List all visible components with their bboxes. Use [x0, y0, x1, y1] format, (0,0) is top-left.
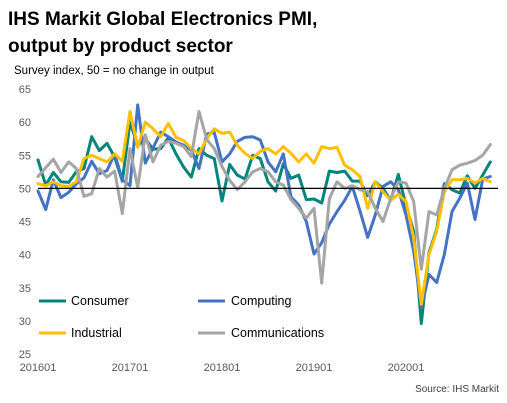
y-tick-label-55: 55	[19, 150, 31, 162]
y-tick-label-35: 35	[19, 283, 31, 295]
series-line-communications	[36, 110, 492, 285]
series-lines	[36, 103, 492, 325]
y-tick-label-30: 30	[19, 316, 31, 328]
legend-label-computing: Computing	[231, 294, 291, 308]
y-tick-label-25: 25	[19, 349, 31, 361]
y-tick-label-45: 45	[19, 217, 31, 229]
series-line-computing	[36, 103, 492, 310]
y-axis-tick-labels: 25 30 35 40 45 50 55 60 65	[19, 84, 31, 361]
legend: Consumer Computing Industrial Communicat…	[39, 294, 324, 340]
x-tick-label-201801: 201801	[204, 362, 241, 374]
y-tick-label-60: 60	[19, 117, 31, 129]
x-tick-label-201701: 201701	[112, 362, 149, 374]
chart-title-line-2: output by product sector	[8, 36, 233, 57]
legend-label-consumer: Consumer	[71, 294, 129, 308]
chart-title-line-1: IHS Markit Global Electronics PMI,	[8, 9, 317, 30]
x-tick-label-201601: 201601	[20, 362, 57, 374]
x-tick-label-202001: 202001	[388, 362, 425, 374]
x-axis-tick-labels: 201601 201701 201801 201901 202001	[20, 362, 425, 374]
x-tick-label-201901: 201901	[296, 362, 333, 374]
legend-label-communications: Communications	[231, 326, 324, 340]
legend-label-industrial: Industrial	[71, 326, 122, 340]
chart-subtitle: Survey index, 50 = no change in output	[14, 65, 215, 77]
y-tick-label-65: 65	[19, 84, 31, 96]
chart-source: Source: IHS Markit	[415, 384, 499, 395]
y-tick-label-50: 50	[19, 183, 31, 195]
y-tick-label-40: 40	[19, 250, 31, 262]
series-line-industrial	[36, 110, 492, 306]
